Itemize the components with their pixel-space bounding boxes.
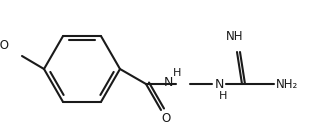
- Text: HO: HO: [0, 39, 10, 52]
- Text: N: N: [215, 79, 225, 91]
- Text: H: H: [219, 91, 227, 101]
- Text: NH₂: NH₂: [276, 78, 298, 91]
- Text: O: O: [161, 112, 171, 125]
- Text: NH: NH: [226, 30, 244, 43]
- Text: H: H: [173, 68, 181, 78]
- Text: N: N: [164, 76, 173, 90]
